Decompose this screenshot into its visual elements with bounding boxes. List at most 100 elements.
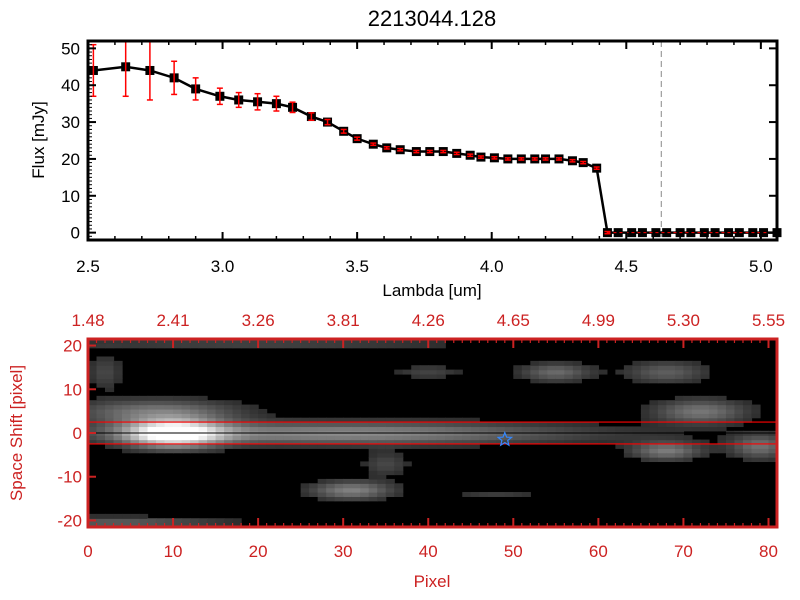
heatmap-cell [351, 492, 361, 497]
heatmap-cell [411, 422, 421, 428]
heatmap-cell [122, 400, 132, 406]
heatmap-cell [419, 373, 429, 379]
heatmap-cell [725, 443, 736, 449]
heatmap-cell [598, 439, 608, 445]
heatmap-cell [173, 343, 183, 349]
heatmap-cell [734, 404, 744, 410]
heatmap-cell [334, 422, 344, 428]
error-bar [542, 157, 549, 161]
heatmap-cell [334, 483, 344, 489]
heatmap-cell [479, 492, 489, 497]
plot-frame [86, 39, 779, 242]
bottom-xlabel: Pixel [414, 572, 451, 591]
heatmap-cell [581, 365, 591, 371]
heatmap-cell [700, 404, 710, 410]
heatmap-cell [538, 426, 548, 432]
heatmap-cell [768, 457, 778, 463]
heatmap-cell [368, 483, 378, 489]
heatmap-cell [164, 439, 174, 445]
heatmap-cell [377, 470, 387, 476]
heatmap-cell [283, 435, 293, 441]
heatmap-cell [351, 422, 361, 428]
heatmap-cell [105, 369, 115, 375]
heatmap-cell [640, 365, 651, 371]
heatmap-cell [640, 435, 651, 441]
x-tick-label: 70 [674, 542, 693, 561]
heatmap-cell [666, 417, 676, 423]
heatmap-cell [326, 339, 336, 344]
heatmap-cell [555, 369, 565, 375]
heatmap-cell [190, 395, 200, 401]
heatmap-cell [436, 443, 446, 449]
heatmap-cell [428, 373, 438, 379]
heatmap-cell [666, 360, 676, 366]
heatmap-cell [147, 518, 157, 524]
heatmap-cell [130, 404, 140, 410]
chart-title: 2213044.128 [368, 6, 496, 31]
heatmap-cell [768, 435, 778, 441]
heatmap-cell [521, 426, 531, 432]
heatmap-cell [113, 404, 123, 410]
heatmap-cell [164, 413, 174, 419]
heatmap-cell [156, 422, 166, 428]
heatmap-cell [351, 417, 361, 423]
heatmap-cell [300, 339, 310, 344]
heatmap-cell [657, 400, 668, 406]
heatmap-cell [96, 522, 106, 528]
heatmap-cell [640, 439, 651, 445]
error-bar [413, 149, 420, 154]
heatmap-cell [139, 435, 149, 441]
heatmap-cell [105, 435, 115, 441]
heatmap-cell [708, 448, 719, 454]
heatmap-cell [96, 518, 106, 524]
error-bar [569, 158, 576, 163]
heatmap-cell [394, 339, 404, 344]
heatmap-cell [88, 404, 98, 410]
heatmap-cell [708, 422, 719, 428]
heatmap-cell [190, 518, 200, 524]
heatmap-cell [96, 417, 106, 423]
heatmap-cell [674, 365, 685, 371]
heatmap-cell [683, 369, 693, 375]
heatmap-cell [190, 422, 200, 428]
heatmap-cell [377, 474, 387, 480]
heatmap-cell [640, 378, 651, 384]
heatmap-cell [470, 422, 480, 428]
heatmap-cell [751, 413, 761, 419]
heatmap-cell [113, 417, 123, 423]
heatmap-cell [292, 435, 302, 441]
heatmap-cell [122, 339, 132, 344]
heatmap-cell [411, 443, 421, 449]
heatmap-cell [309, 417, 319, 423]
heatmap-cell [181, 408, 191, 414]
heatmap-cell [674, 404, 685, 410]
heatmap-cell [275, 422, 285, 428]
heatmap-cell [283, 339, 293, 344]
heatmap-cell [632, 365, 642, 371]
heatmap-cell [207, 413, 217, 419]
heatmap-cell [190, 417, 200, 423]
heatmap-cell [717, 413, 727, 419]
heatmap-cell [428, 339, 438, 344]
heatmap-cell [258, 443, 268, 449]
heatmap-cell [734, 413, 744, 419]
heatmap-cell [700, 373, 710, 379]
heatmap-cell [368, 496, 378, 502]
heatmap-cell [411, 369, 421, 375]
heatmap-cell [564, 360, 574, 366]
x-tick-label: 0 [83, 542, 92, 561]
heatmap-cell [640, 360, 651, 366]
heatmap-cell [181, 443, 191, 449]
heatmap-cell [428, 426, 438, 432]
heatmap-cell [445, 417, 455, 423]
heatmap-cell [232, 408, 242, 414]
heatmap-cell [164, 404, 174, 410]
heatmap-cell [589, 435, 599, 441]
heatmap-cell [759, 452, 770, 458]
error-bar [397, 147, 404, 152]
heatmap-cell [419, 339, 429, 344]
heatmap-cell [190, 339, 200, 344]
error-bar [593, 166, 600, 170]
heatmap-cell [589, 373, 599, 379]
heatmap-cell [368, 435, 378, 441]
